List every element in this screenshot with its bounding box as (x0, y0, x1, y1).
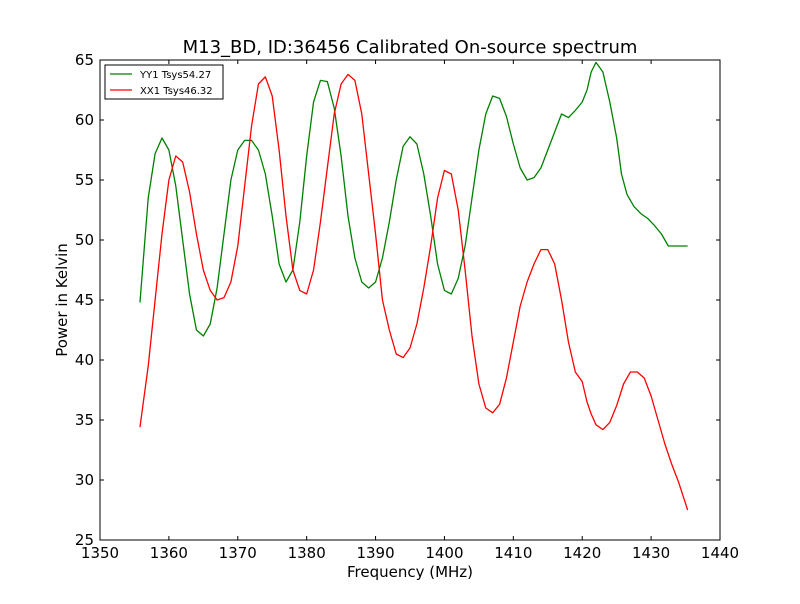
plot-area-frame (99, 59, 721, 541)
y-tick-label: 35 (75, 411, 94, 429)
series-line-xx1 (139, 73, 689, 511)
y-tick-label: 30 (75, 471, 94, 489)
legend-box (104, 64, 224, 100)
x-tick-label: 1360 (150, 544, 188, 562)
axis-ticks: 1350 1360 1370 1380 1390 1400 1410 1420 1430 1440… (75, 51, 739, 562)
chart-title: M13_BD, ID:36456 Calibrated On-source sp… (183, 37, 638, 58)
x-tick-label: 1390 (356, 544, 394, 562)
y-tick-label: 50 (75, 231, 94, 249)
y-tick-label: 60 (75, 111, 94, 129)
x-tick-label: 1350 (81, 544, 119, 562)
legend: YY1 Tsys54.27 XX1 Tsys46.32 (104, 64, 224, 100)
x-tick-label: 1430 (632, 544, 670, 562)
y-tick-label: 55 (75, 171, 94, 189)
y-tick-label: 65 (75, 51, 94, 69)
x-tick-label: 1380 (288, 544, 326, 562)
x-tick-label: 1400 (425, 544, 463, 562)
y-tick-label: 40 (75, 351, 94, 369)
x-tick-label: 1370 (219, 544, 257, 562)
x-tick-label: 1420 (563, 544, 601, 562)
series-line-yy1 (139, 61, 688, 337)
y-axis-label: Power in Kelvin (53, 243, 71, 357)
x-tick-label: 1410 (494, 544, 532, 562)
y-tick-label: 45 (75, 291, 94, 309)
legend-label-xx1: XX1 Tsys46.32 (140, 86, 213, 97)
y-tick-label: 25 (75, 531, 94, 549)
x-axis-label: Frequency (MHz) (347, 563, 473, 581)
legend-label-yy1: YY1 Tsys54.27 (139, 70, 211, 81)
x-tick-label: 1440 (701, 544, 739, 562)
series-lines (139, 61, 689, 511)
